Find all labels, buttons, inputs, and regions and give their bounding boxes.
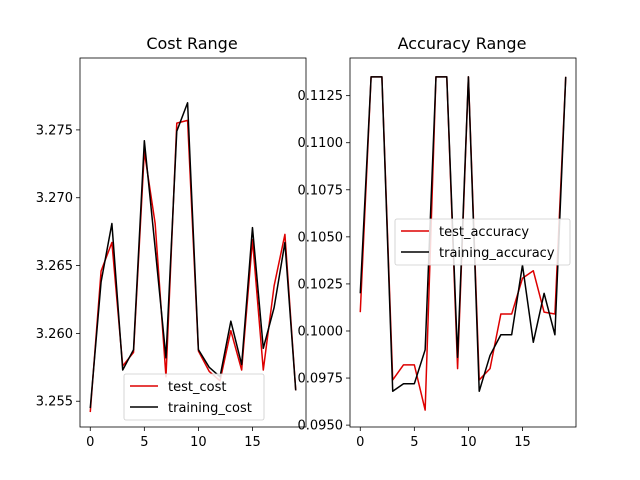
y-tick-label: 3.255	[36, 395, 73, 410]
x-tick-label: 15	[244, 435, 261, 450]
y-tick-label: 0.1000	[298, 324, 344, 339]
x-tick-label: 15	[514, 435, 531, 450]
legend-box	[123, 373, 265, 421]
y-tick-label: 0.1050	[298, 230, 344, 245]
chart-title: Accuracy Range	[398, 34, 527, 53]
legend: test_cost training_cost	[123, 373, 265, 421]
series-line-training-accuracy	[359, 76, 567, 392]
legend-label: test_cost	[168, 380, 226, 395]
y-tick-label: 0.1075	[298, 183, 344, 198]
chart-title: Cost Range	[146, 34, 237, 53]
series-line-training-cost	[89, 102, 297, 409]
legend: test_accuracy training_accuracy	[394, 218, 571, 266]
legend-label: training_cost	[168, 401, 252, 416]
x-tick-label: 10	[460, 435, 477, 450]
y-tick-label: 0.0975	[298, 372, 344, 387]
accuracy-range-chart: Accuracy Range 0 5 10 150.09500.09750.10000…	[298, 34, 577, 450]
x-tick-label: 0	[356, 435, 364, 450]
axes-frame	[79, 57, 307, 428]
plot-area: 0 5 10 15 0.0950 0.0975 0.1000 0.1025 0.1050 0.10…	[298, 57, 577, 450]
x-tick-label: 5	[140, 435, 148, 450]
legend-label: test_accuracy	[439, 225, 529, 240]
y-tick-label: 3.275	[36, 123, 73, 138]
legend-box	[394, 218, 571, 266]
plot-area: 0 5 10 15 3.255 3.260 3.265 3.270 3.275	[36, 57, 307, 450]
y-tick-label: 3.270	[36, 191, 73, 206]
x-tick-label: 10	[190, 435, 207, 450]
y-tick-label: 0.1100	[298, 136, 344, 151]
y-tick-label: 3.260	[36, 327, 73, 342]
legend-label: training_accuracy	[439, 246, 555, 261]
y-tick-label: 0.1025	[298, 277, 344, 292]
cost-range-chart: Cost Range 0 5 10 15 3.255 3.260 3.265 3.270 3.2…	[36, 34, 307, 450]
y-tick-label: 3.265	[36, 259, 73, 274]
y-tick-label: 0.0950	[298, 419, 344, 434]
x-tick-label: 5	[410, 435, 418, 450]
x-tick-label: 0	[86, 435, 94, 450]
y-tick-label: 0.1125	[298, 89, 344, 104]
axes-frame	[349, 57, 577, 428]
